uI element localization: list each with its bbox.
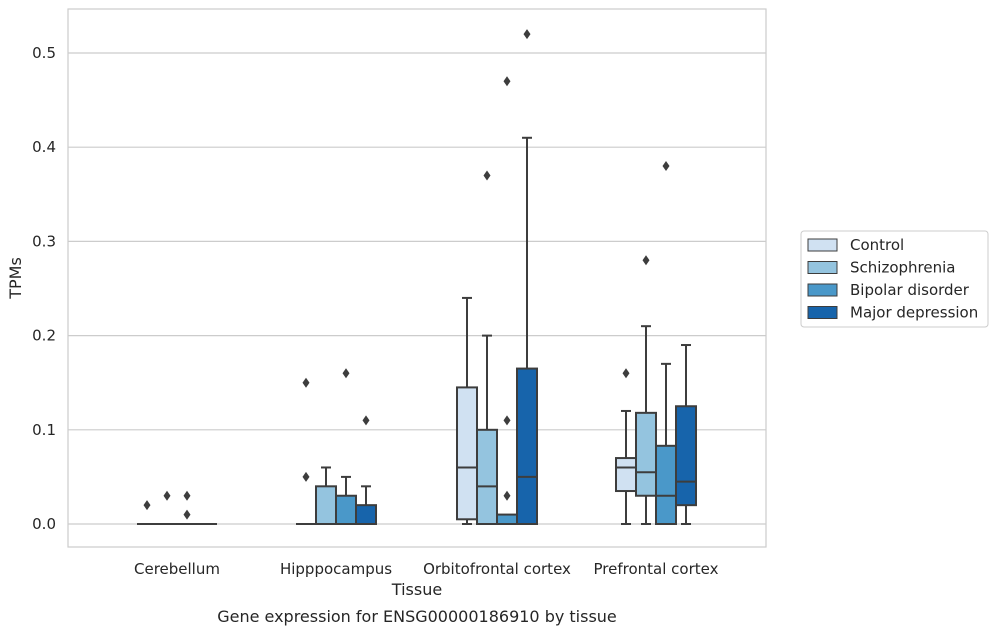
x-tick-label: Orbitofrontal cortex	[423, 560, 571, 578]
outlier-points	[143, 29, 670, 520]
box-schizophrenia	[315, 466, 337, 526]
x-tick-label: Hipppocampus	[280, 560, 392, 578]
outlier-point	[342, 368, 350, 379]
legend-swatch	[807, 283, 838, 297]
y-axis-label: TPMs	[6, 257, 25, 300]
x-axis-ticks: Cerebellum Hipppocampus Orbitofrontal cort…	[134, 560, 719, 578]
x-axis-label: Tissue	[391, 580, 442, 599]
box-major-depression	[516, 136, 538, 525]
box-control	[456, 296, 478, 525]
legend-swatch	[807, 306, 838, 319]
y-tick-label: 0.2	[32, 327, 56, 345]
box-schizophrenia	[635, 325, 657, 525]
y-tick-label: 0.4	[32, 138, 56, 156]
box-body	[655, 444, 677, 525]
box-bipolar-disorder	[496, 513, 518, 526]
box-body	[456, 386, 478, 521]
outlier-point	[503, 76, 511, 87]
legend-frame	[800, 230, 989, 328]
y-axis-ticks: 0.0 0.1 0.2 0.3 0.4 0.5	[32, 44, 56, 533]
legend-label: Schizophrenia	[850, 259, 955, 277]
legend-label: Control	[850, 236, 904, 254]
outlier-point	[362, 415, 370, 426]
outlier-point	[302, 471, 310, 482]
legend: Control Schizophrenia Bipolar disorder Majo…	[800, 230, 989, 328]
box-body	[635, 411, 657, 497]
outlier-point	[622, 368, 630, 379]
plot-area-frame	[67, 8, 767, 548]
legend-label: Major depression	[850, 304, 978, 322]
legend-swatch	[807, 238, 838, 252]
y-tick-label: 0.5	[32, 44, 56, 62]
outlier-point	[183, 490, 191, 501]
box-major-depression	[675, 344, 697, 525]
x-tick-label: Cerebellum	[134, 560, 220, 578]
outlier-point	[503, 490, 511, 501]
box-body	[516, 367, 538, 525]
x-tick-label: Prefrontal cortex	[594, 560, 719, 578]
outlier-point	[163, 490, 171, 501]
legend-label: Bipolar disorder	[850, 281, 970, 299]
legend-swatch	[807, 261, 838, 274]
box-body	[335, 494, 357, 525]
y-tick-label: 0.1	[32, 421, 56, 439]
box-series	[137, 136, 697, 526]
outlier-point	[143, 500, 151, 511]
box-body	[615, 457, 637, 493]
outlier-point	[642, 255, 650, 266]
y-tick-label: 0.0	[32, 515, 56, 533]
y-tick-label: 0.3	[32, 232, 56, 250]
box-body	[315, 485, 337, 526]
outlier-point	[483, 170, 491, 181]
outlier-point	[302, 377, 310, 388]
box-body	[476, 428, 498, 525]
box-bipolar-disorder	[335, 475, 357, 525]
box-control	[615, 409, 637, 525]
box-body	[675, 405, 697, 507]
box-schizophrenia	[476, 334, 498, 525]
box-major-depression	[355, 485, 377, 526]
chart-caption: Gene expression for ENSG00000186910 by t…	[217, 607, 617, 626]
outlier-point	[662, 161, 670, 172]
outlier-point	[183, 509, 191, 520]
box-body	[355, 504, 377, 526]
outlier-point	[503, 415, 511, 426]
box-bipolar-disorder	[655, 362, 677, 525]
outlier-point	[523, 29, 531, 40]
box-body	[496, 513, 518, 526]
